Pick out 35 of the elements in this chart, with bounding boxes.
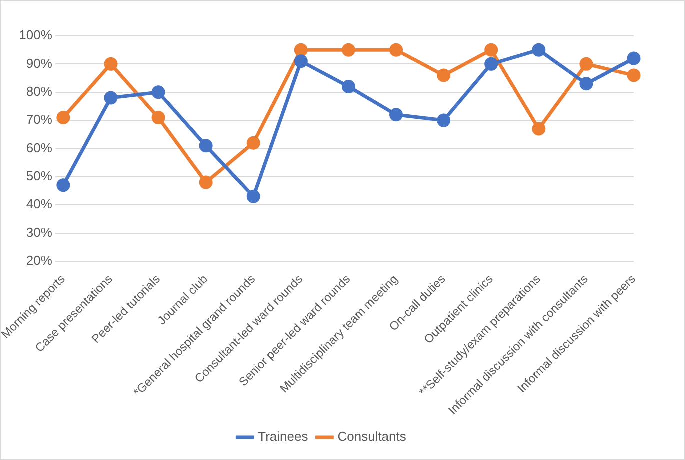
y-tick-label: 90% — [26, 56, 53, 71]
y-tick-label: 60% — [26, 140, 53, 156]
y-tick-label: 40% — [26, 196, 53, 212]
point — [246, 190, 260, 204]
point — [484, 57, 498, 71]
point — [199, 176, 213, 190]
legend-label: Consultants — [338, 429, 407, 444]
point — [294, 54, 308, 68]
y-tick-label: 80% — [26, 84, 53, 99]
point — [580, 77, 594, 91]
point — [437, 114, 451, 128]
y-tick-label: 20% — [26, 253, 53, 268]
point — [104, 91, 118, 105]
y-tick-label: 30% — [26, 224, 53, 240]
point — [437, 68, 451, 82]
point — [390, 43, 404, 57]
point — [199, 139, 213, 153]
point — [152, 110, 166, 124]
y-tick-label: 50% — [26, 168, 53, 184]
point — [390, 108, 404, 122]
point — [532, 122, 546, 136]
point — [246, 136, 260, 150]
y-tick-label: 70% — [26, 112, 53, 128]
point — [152, 86, 166, 100]
point — [627, 68, 641, 82]
point — [294, 43, 308, 57]
legend-label: Trainees — [258, 429, 309, 444]
point — [484, 43, 498, 57]
y-tick-label: 100% — [19, 28, 53, 43]
point — [580, 57, 594, 71]
point — [104, 57, 118, 71]
point — [532, 43, 546, 57]
point — [342, 43, 356, 57]
point — [342, 80, 356, 94]
point — [627, 52, 641, 66]
